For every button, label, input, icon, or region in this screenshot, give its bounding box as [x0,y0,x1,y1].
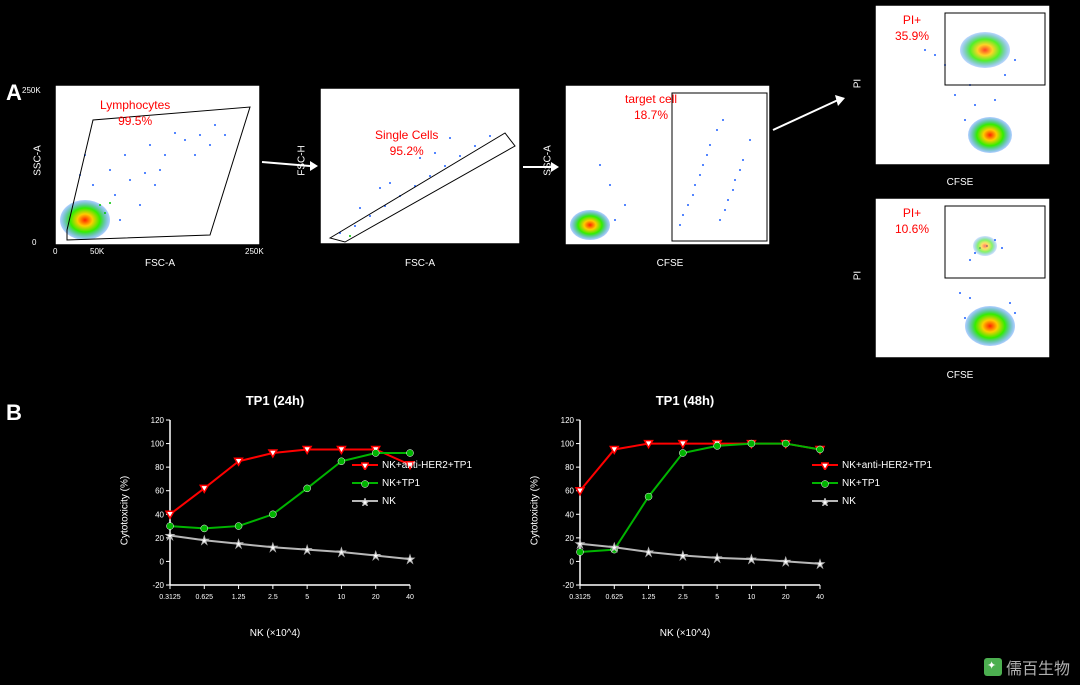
svg-text:20: 20 [782,594,790,601]
gate-name: PI+ [903,13,921,27]
legend-right: NK+anti-HER2+TP1 NK+TP1 NK [812,455,932,511]
axis-x-p5: CFSE [930,370,990,381]
svg-text:60: 60 [565,487,574,496]
watermark-text: 儒百生物 [1006,655,1070,679]
svg-text:120: 120 [151,416,165,425]
arrow-icon [262,152,318,177]
svg-text:-20: -20 [152,581,164,590]
legend-label: NK+anti-HER2+TP1 [842,460,932,471]
svg-text:5: 5 [715,594,719,601]
axis-x-p1: FSC-A [130,258,190,269]
gate-name: Single Cells [375,128,438,142]
legend-item: NK [352,493,472,509]
legend-label: NK+TP1 [842,478,880,489]
gate-label-target: target cell 18.7% [625,92,677,123]
svg-text:0.3125: 0.3125 [159,594,181,601]
chart-title-left: TP1 (24h) [230,393,320,408]
gate-pct: 35.9% [895,29,929,43]
legend-label: NK [842,496,856,507]
axis-y-chart-right: Cytotoxicity (%) [530,456,541,566]
svg-text:1.25: 1.25 [642,594,656,601]
legend-label: NK+TP1 [382,478,420,489]
svg-text:80: 80 [565,463,574,472]
gate-label-single: Single Cells 95.2% [375,128,438,159]
axis-y-chart-left: Cytotoxicity (%) [120,456,131,566]
legend-item: NK+TP1 [352,475,472,491]
svg-text:40: 40 [155,510,164,519]
gate-pct: 10.6% [895,222,929,236]
gate-pct: 95.2% [390,144,424,158]
svg-text:120: 120 [561,416,575,425]
svg-text:100: 100 [561,440,575,449]
svg-text:20: 20 [565,534,574,543]
axis-y-p5: PI [853,246,864,306]
line-chart-48h: -20 0 20 40 60 80 100 120 0.3125 0.625 1.25 2.5 5 10 2… [540,410,830,620]
svg-text:2.5: 2.5 [678,594,688,601]
tick: 0 [53,247,57,256]
svg-text:5: 5 [305,594,309,601]
tick: 250K [245,247,264,256]
svg-text:1.25: 1.25 [232,594,246,601]
axis-y-p2: FSC-H [297,131,308,191]
svg-text:40: 40 [565,510,574,519]
legend-item: NK+TP1 [812,475,932,491]
legend-left: NK+anti-HER2+TP1 NK+TP1 NK [352,455,472,511]
section-label-a: A [6,80,22,106]
legend-item: NK+anti-HER2+TP1 [352,457,472,473]
gate-name: target cell [625,92,677,106]
gate-label-lymphocytes: Lymphocytes 99.5% [100,98,170,129]
watermark: 儒百生物 [984,655,1070,679]
svg-text:60: 60 [155,487,164,496]
svg-text:10: 10 [748,594,756,601]
svg-text:40: 40 [406,594,414,601]
axis-y-p1: SSC-A [33,131,44,191]
axis-x-p4: CFSE [930,177,990,188]
legend-label: NK+anti-HER2+TP1 [382,460,472,471]
gate-label-pi-top: PI+ 35.9% [895,13,929,44]
svg-text:40: 40 [816,594,824,601]
gate-pct: 18.7% [634,108,668,122]
gate-label-pi-bottom: PI+ 10.6% [895,206,929,237]
axis-y-p3: SSC-A [543,131,554,191]
axis-x-chart-left: NK (×10^4) [230,628,320,639]
tick: 50K [90,247,104,256]
svg-text:100: 100 [151,440,165,449]
svg-text:0: 0 [160,557,165,566]
axis-x-chart-right: NK (×10^4) [640,628,730,639]
svg-text:20: 20 [155,534,164,543]
section-label-b: B [6,400,22,426]
wechat-icon [984,658,1002,676]
arrow-icon [773,95,848,140]
axis-x-p2: FSC-A [390,258,450,269]
svg-text:80: 80 [155,463,164,472]
chart-title-right: TP1 (48h) [640,393,730,408]
flow-plot-singlecells [320,88,520,244]
arrow-icon [523,160,559,179]
axis-y-p4: PI [853,54,864,114]
line-chart-24h: -20 0 20 40 60 80 100 120 0.3125 0.625 1.25 2.5 5 10 2… [130,410,420,620]
svg-text:0.625: 0.625 [606,594,624,601]
svg-text:10: 10 [338,594,346,601]
svg-text:-20: -20 [562,581,574,590]
svg-text:0: 0 [570,557,575,566]
gate-name: Lymphocytes [100,98,170,112]
svg-text:0.625: 0.625 [196,594,214,601]
svg-text:2.5: 2.5 [268,594,278,601]
tick: 0 [32,238,36,247]
gate-pct: 99.5% [118,114,152,128]
axis-x-p3: CFSE [640,258,700,269]
svg-text:20: 20 [372,594,380,601]
legend-item: NK+anti-HER2+TP1 [812,457,932,473]
legend-item: NK [812,493,932,509]
gate-name: PI+ [903,206,921,220]
tick: 250K [22,86,41,95]
svg-text:0.3125: 0.3125 [569,594,591,601]
legend-label: NK [382,496,396,507]
